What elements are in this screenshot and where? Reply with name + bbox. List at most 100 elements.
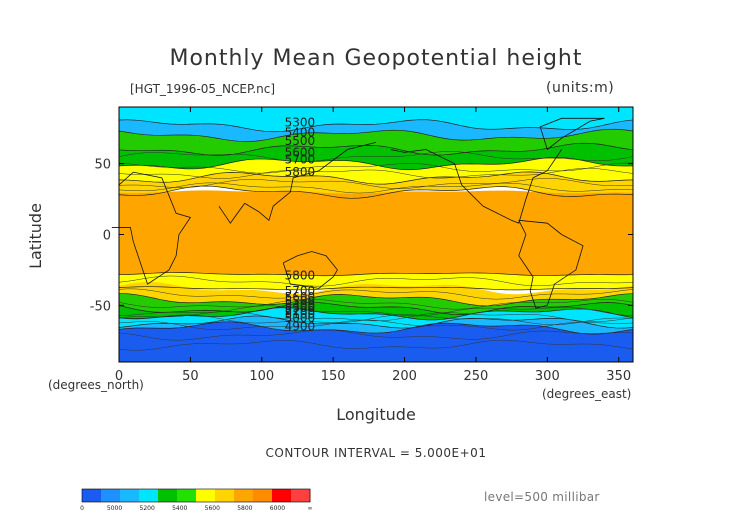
contour-band: [119, 119, 633, 142]
colorbar-swatch: [177, 489, 197, 502]
coastline: [539, 117, 605, 150]
colorbar-swatch: [272, 489, 292, 502]
contour-line: [118, 339, 634, 351]
contour-band: [119, 129, 633, 156]
contour-label: 5400: [285, 298, 316, 312]
contour-line: [118, 314, 634, 326]
colorbar-swatch: [234, 489, 254, 502]
contour-line: [118, 151, 634, 162]
colorbar-tick-label: 0: [80, 505, 84, 512]
contour-label: 5400: [285, 126, 316, 140]
x-tick-label: 300: [535, 369, 560, 384]
colorbar-tick-label: 5600: [205, 505, 220, 512]
colorbar-tick-label: ∞: [308, 505, 313, 512]
contour-lines: [118, 119, 634, 351]
colorbar-swatch: [158, 489, 178, 502]
x-tick-label: 150: [321, 369, 346, 384]
contour-line: [118, 128, 634, 142]
colorbar-swatch: [291, 489, 311, 502]
x-axis-units: (degrees_east): [542, 387, 632, 401]
contour-line: [118, 119, 634, 133]
contour-line: [118, 157, 634, 171]
contour-band: [119, 315, 633, 335]
y-tick-label: 50: [94, 158, 111, 173]
contour-label: 5300: [285, 116, 316, 130]
colorbar: 0 5000 5200 5400 5600 5800 6000 ∞: [80, 488, 313, 512]
contour-band: [119, 282, 633, 306]
x-tick-label: 100: [249, 369, 274, 384]
contour-line: [118, 307, 634, 321]
contour-line: [118, 286, 634, 291]
colorbar-swatch: [82, 489, 102, 502]
colorbar-tick-label: 5200: [140, 505, 155, 512]
contour-band: [119, 272, 633, 290]
contour-labels: 5300540055005600570058005800570056005500…: [285, 116, 316, 334]
colorbar-swatch: [120, 489, 140, 502]
x-tick-label: 50: [182, 369, 199, 384]
contour-label: 5500: [285, 294, 316, 308]
x-tick-label: 0: [115, 369, 123, 384]
y-tick-label: -50: [90, 299, 111, 314]
coastlines: [111, 117, 605, 309]
contour-line: [118, 319, 634, 331]
contour-line: [118, 178, 634, 189]
contour-line: [118, 168, 634, 179]
level-label: level=500 millibar: [484, 490, 600, 504]
contour-band: [119, 293, 633, 315]
contour-line: [118, 298, 634, 310]
contour-line: [118, 185, 634, 199]
coastline: [218, 142, 377, 224]
colorbar-swatch: [215, 489, 235, 502]
colorbar-frame: [81, 488, 311, 503]
x-tick-label: 250: [464, 369, 489, 384]
y-axis-label: Latitude: [26, 203, 45, 269]
colorbar-swatch: [196, 489, 216, 502]
colorbar-tick-label: 5400: [172, 505, 187, 512]
contour-line: [118, 293, 634, 307]
contour-line: [118, 182, 634, 194]
contour-label: 5600: [285, 145, 316, 159]
contour-label: 5300: [285, 301, 316, 315]
contour-label: 5200: [285, 304, 316, 318]
contour-line: [118, 288, 634, 300]
chart-title: Monthly Mean Geopotential height: [169, 46, 583, 71]
contour-label: 5800: [285, 165, 316, 179]
y-axis-units: (degrees_north): [48, 378, 144, 392]
contour-band: [119, 107, 633, 132]
coastline: [111, 171, 192, 285]
contour-band: [119, 171, 633, 199]
units-label: (units:m): [546, 80, 615, 96]
colorbar-tick-label: 5800: [237, 505, 252, 512]
file-name-label: [HGT_1996-05_NCEP.nc]: [130, 82, 276, 96]
contour-label: 4900: [285, 320, 316, 334]
contour-label: 5500: [285, 134, 316, 148]
colorbar-swatch: [101, 489, 121, 502]
contour-label: 5600: [285, 290, 316, 304]
contour-line: [118, 171, 634, 185]
contour-line: [118, 272, 634, 277]
contour-label: 5700: [285, 152, 316, 166]
contour-line: [118, 302, 634, 315]
contour-label: 5100: [285, 307, 316, 321]
contour-line: [118, 311, 634, 323]
contour-line: [118, 305, 634, 317]
contour-band: [119, 302, 633, 320]
contour-label: 5000: [285, 311, 316, 325]
contour-label: 5700: [285, 284, 316, 298]
contour-interval-label: CONTOUR INTERVAL = 5.000E+01: [265, 446, 487, 460]
x-tick-label: 350: [606, 369, 631, 384]
coastline: [390, 149, 562, 224]
colorbar-tick-label: 5000: [107, 505, 122, 512]
colorbar-swatch: [139, 489, 159, 502]
contour-line: [118, 321, 634, 335]
contour-line: [118, 275, 634, 287]
contour-line: [118, 315, 634, 329]
colorbar-tick-label: 6000: [270, 505, 285, 512]
y-tick-label: 0: [103, 229, 111, 244]
x-tick-label: 200: [392, 369, 417, 384]
coastline: [518, 219, 584, 309]
coastline: [282, 251, 338, 289]
contour-band: [119, 190, 633, 276]
colorbar-swatch: [253, 489, 273, 502]
